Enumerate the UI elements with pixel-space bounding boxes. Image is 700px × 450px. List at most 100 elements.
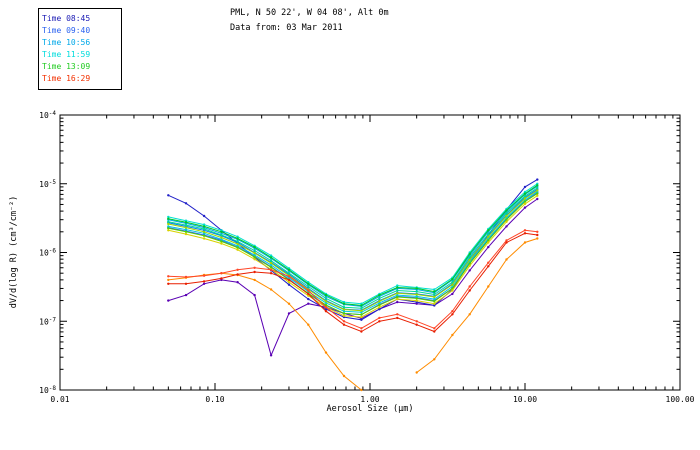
legend-entry: Time 16:29 bbox=[42, 74, 91, 83]
data-point-marker bbox=[220, 272, 223, 275]
data-point-marker bbox=[287, 272, 291, 275]
data-point-marker bbox=[536, 189, 539, 192]
data-point-marker bbox=[236, 273, 239, 276]
data-point-marker bbox=[487, 229, 490, 232]
y-tick-label: 10-4 bbox=[39, 110, 56, 120]
data-point-marker bbox=[324, 297, 328, 300]
data-point-marker bbox=[523, 206, 527, 209]
data-point-marker bbox=[167, 275, 170, 278]
data-point-marker bbox=[202, 274, 206, 277]
data-point-marker bbox=[415, 297, 418, 300]
data-point-marker bbox=[236, 242, 239, 246]
series-line bbox=[168, 184, 538, 306]
data-point-marker bbox=[468, 252, 471, 256]
y-tick-label: 10-7 bbox=[39, 316, 56, 326]
data-point-marker bbox=[523, 192, 527, 195]
data-point-marker bbox=[167, 278, 170, 282]
data-point-marker bbox=[433, 300, 436, 303]
data-point-marker bbox=[307, 297, 310, 301]
data-point-marker bbox=[167, 220, 170, 223]
series-line bbox=[168, 229, 538, 329]
data-point-marker bbox=[253, 270, 256, 274]
y-tick-label: 10-6 bbox=[39, 248, 56, 258]
data-point-marker bbox=[167, 282, 170, 285]
data-point-marker bbox=[487, 239, 490, 242]
data-point-marker bbox=[307, 323, 310, 326]
data-point-marker bbox=[360, 388, 363, 392]
data-point-marker bbox=[468, 313, 471, 316]
data-point-marker bbox=[468, 269, 471, 272]
data-point-marker bbox=[415, 323, 418, 326]
data-point-marker bbox=[487, 232, 490, 236]
data-point-marker bbox=[167, 217, 170, 220]
data-point-marker bbox=[360, 302, 363, 305]
data-point-marker bbox=[287, 302, 291, 305]
data-point-marker bbox=[451, 289, 454, 292]
data-point-marker bbox=[202, 230, 206, 233]
data-point-marker bbox=[433, 297, 436, 301]
data-point-marker bbox=[451, 310, 454, 313]
data-point-marker bbox=[220, 240, 223, 243]
data-point-marker bbox=[415, 320, 418, 323]
data-point-marker bbox=[269, 263, 273, 267]
data-point-marker bbox=[167, 215, 170, 219]
data-point-marker bbox=[269, 254, 273, 257]
data-point-marker bbox=[536, 184, 539, 187]
data-point-marker bbox=[396, 286, 399, 289]
data-point-marker bbox=[167, 194, 170, 197]
data-point-marker bbox=[487, 261, 490, 264]
data-point-marker bbox=[468, 264, 471, 267]
data-point-marker bbox=[536, 192, 539, 195]
title-block: PML, N 50 22', W 04 08', Alt 0m Data fro… bbox=[230, 6, 389, 36]
data-point-marker bbox=[269, 288, 273, 291]
data-point-marker bbox=[468, 256, 471, 259]
data-point-marker bbox=[184, 202, 188, 205]
data-point-marker bbox=[523, 202, 527, 206]
data-point-marker bbox=[433, 358, 436, 361]
x-tick-label: 10.00 bbox=[513, 395, 537, 404]
data-point-marker bbox=[269, 261, 273, 265]
data-point-marker bbox=[184, 275, 188, 279]
legend-entry: Time 10:56 bbox=[42, 38, 91, 47]
data-point-marker bbox=[236, 281, 239, 284]
data-point-marker bbox=[202, 237, 206, 240]
data-point-marker bbox=[342, 323, 346, 326]
data-point-marker bbox=[433, 290, 436, 293]
data-point-marker bbox=[324, 293, 328, 297]
data-point-marker bbox=[396, 297, 399, 301]
data-point-marker bbox=[269, 259, 273, 262]
series-line bbox=[168, 191, 538, 313]
data-point-marker bbox=[342, 314, 346, 317]
data-point-marker bbox=[396, 300, 399, 304]
data-point-marker bbox=[433, 330, 436, 333]
data-point-marker bbox=[324, 307, 328, 311]
data-point-marker bbox=[202, 225, 206, 228]
series-line bbox=[168, 193, 538, 316]
data-point-marker bbox=[451, 277, 454, 281]
data-point-marker bbox=[307, 289, 310, 292]
data-point-marker bbox=[360, 309, 363, 312]
legend-box: Time 08:45 Time 09:40 Time 10:56 Time 11:59… bbox=[38, 8, 122, 90]
data-point-marker bbox=[202, 280, 206, 283]
data-point-marker bbox=[360, 315, 363, 319]
data-point-marker bbox=[236, 246, 239, 249]
data-point-marker bbox=[523, 241, 527, 244]
data-point-marker bbox=[378, 320, 381, 323]
data-point-marker bbox=[287, 312, 291, 315]
data-point-marker bbox=[523, 197, 527, 200]
data-point-marker bbox=[342, 306, 346, 309]
data-point-marker bbox=[468, 289, 471, 292]
data-point-marker bbox=[451, 313, 454, 316]
series-line bbox=[168, 183, 538, 305]
series-line bbox=[168, 232, 538, 333]
data-point-marker bbox=[269, 354, 273, 357]
data-point-marker bbox=[287, 278, 291, 282]
data-point-marker bbox=[269, 272, 273, 275]
data-point-marker bbox=[184, 223, 188, 227]
x-axis-label: Aerosol Size (μm) bbox=[326, 404, 414, 414]
data-point-marker bbox=[360, 318, 363, 321]
data-point-marker bbox=[324, 351, 328, 354]
data-point-marker bbox=[287, 283, 291, 286]
data-point-marker bbox=[451, 333, 454, 337]
